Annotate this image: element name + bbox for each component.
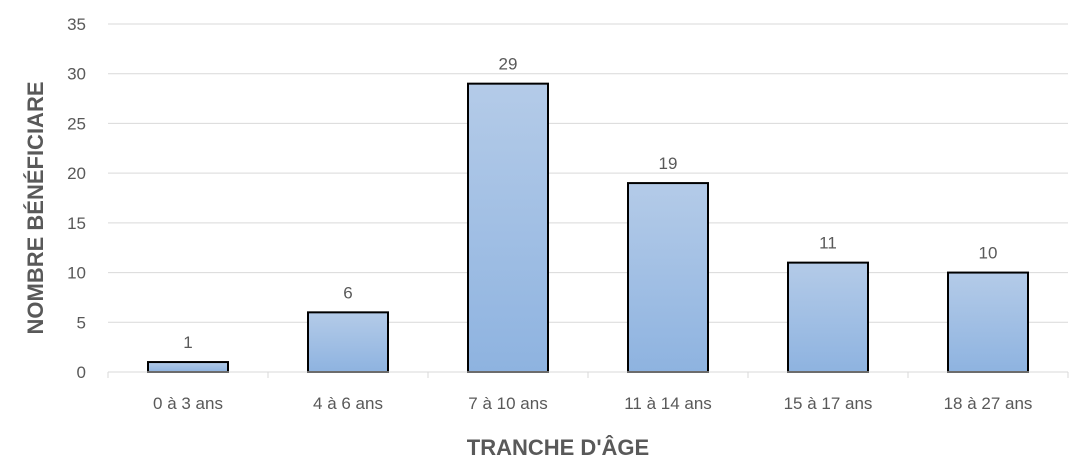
bar [147, 361, 229, 373]
y-tick-label: 30 [67, 65, 86, 84]
x-axis-title: TRANCHE D'ÂGE [467, 435, 649, 460]
y-tick-label: 25 [67, 114, 86, 133]
bar [947, 271, 1029, 374]
bar [467, 82, 549, 374]
x-tick-label: 18 à 27 ans [944, 394, 1033, 413]
bar [627, 182, 709, 373]
x-tick-label: 15 à 17 ans [784, 394, 873, 413]
y-tick-label: 20 [67, 164, 86, 183]
x-tick-label: 7 à 10 ans [468, 394, 547, 413]
data-labels: 1 6 29 19 11 10 [183, 55, 997, 352]
y-axis-title: NOMBRE BÉNÉFICIARE [23, 81, 48, 334]
data-label: 11 [819, 234, 837, 253]
x-tick-label: 11 à 14 ans [624, 394, 712, 413]
bars [147, 82, 1029, 374]
x-tick-label: 0 à 3 ans [153, 394, 223, 413]
data-label: 29 [499, 55, 518, 74]
y-tick-label: 5 [77, 313, 86, 332]
y-tick-label: 35 [67, 15, 86, 34]
gridlines [108, 23, 1068, 373]
y-tick-label: 0 [77, 363, 86, 382]
x-tick-label: 4 à 6 ans [313, 394, 383, 413]
data-label: 6 [343, 283, 352, 302]
bar [307, 311, 389, 374]
y-tick-label: 10 [67, 264, 86, 283]
data-label: 10 [979, 244, 998, 263]
axes: 0 5 10 15 20 25 30 35 0 à 3 ans 4 à 6 ans 7 à 10 a… [67, 15, 1069, 413]
y-tick-label: 15 [67, 214, 86, 233]
data-label: 19 [659, 154, 678, 173]
data-label: 1 [183, 333, 192, 352]
bar [787, 261, 869, 373]
